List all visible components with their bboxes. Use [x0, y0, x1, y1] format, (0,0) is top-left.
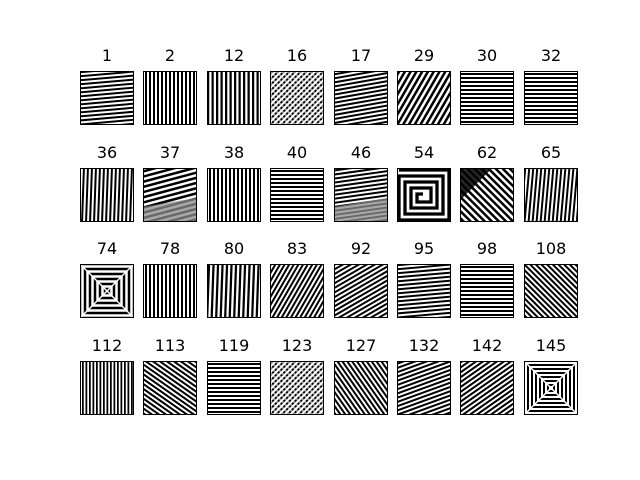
filter-tile-123: 123 [270, 336, 324, 415]
filter-tile-36: 36 [80, 143, 134, 222]
filter-tile-127: 127 [334, 336, 388, 415]
filter-tile-46: 46 [334, 143, 388, 222]
filter-image [460, 361, 514, 415]
filter-image [143, 71, 197, 125]
tile-title: 145 [535, 336, 567, 355]
filter-image [334, 168, 388, 222]
filter-tile-74: 74 [80, 239, 134, 318]
tile-title: 112 [91, 336, 123, 355]
tile-title: 46 [350, 143, 372, 162]
filter-image [524, 264, 578, 318]
filter-tile-62: 62 [460, 143, 514, 222]
filter-image [80, 71, 134, 125]
filter-tile-29: 29 [397, 46, 451, 125]
filter-tile-108: 108 [524, 239, 578, 318]
filter-tile-98: 98 [460, 239, 514, 318]
filter-tile-80: 80 [207, 239, 261, 318]
filter-tile-30: 30 [460, 46, 514, 125]
filter-image [270, 264, 324, 318]
filter-image [143, 264, 197, 318]
filter-image [397, 361, 451, 415]
filter-tile-16: 16 [270, 46, 324, 125]
tile-title: 80 [223, 239, 245, 258]
tile-title: 123 [281, 336, 313, 355]
filter-tile-17: 17 [334, 46, 388, 125]
tile-title: 62 [476, 143, 498, 162]
filter-tile-65: 65 [524, 143, 578, 222]
filter-image [143, 361, 197, 415]
filter-image [334, 71, 388, 125]
tile-title: 1 [101, 46, 113, 65]
filter-tile-142: 142 [460, 336, 514, 415]
tile-title: 108 [535, 239, 567, 258]
tile-title: 36 [96, 143, 118, 162]
filter-tile-95: 95 [397, 239, 451, 318]
filter-tile-54: 54 [397, 143, 451, 222]
filter-image [334, 361, 388, 415]
filter-tile-78: 78 [143, 239, 197, 318]
filter-tile-2: 2 [143, 46, 197, 125]
tile-title: 119 [218, 336, 250, 355]
tile-title: 142 [471, 336, 503, 355]
filter-image [397, 168, 451, 222]
filter-tile-1: 1 [80, 46, 134, 125]
tile-title: 113 [154, 336, 186, 355]
tile-title: 37 [159, 143, 181, 162]
tile-title: 92 [350, 239, 372, 258]
filter-tile-92: 92 [334, 239, 388, 318]
filter-image [460, 264, 514, 318]
filter-tile-83: 83 [270, 239, 324, 318]
filter-tile-112: 112 [80, 336, 134, 415]
filter-image [524, 361, 578, 415]
filter-image [80, 168, 134, 222]
filter-image [143, 168, 197, 222]
filter-image [397, 71, 451, 125]
filter-image [270, 361, 324, 415]
filter-image [270, 71, 324, 125]
filter-tile-40: 40 [270, 143, 324, 222]
filter-image [80, 264, 134, 318]
filter-image [207, 361, 261, 415]
tile-title: 65 [540, 143, 562, 162]
tile-title: 12 [223, 46, 245, 65]
filter-image [460, 71, 514, 125]
filter-image [524, 168, 578, 222]
tile-title: 16 [286, 46, 308, 65]
tile-title: 74 [96, 239, 118, 258]
tile-title: 95 [413, 239, 435, 258]
tile-title: 32 [540, 46, 562, 65]
filter-tile-37: 37 [143, 143, 197, 222]
filter-image [207, 71, 261, 125]
filter-tile-38: 38 [207, 143, 261, 222]
tile-title: 132 [408, 336, 440, 355]
filter-tile-113: 113 [143, 336, 197, 415]
filter-tile-12: 12 [207, 46, 261, 125]
tile-title: 2 [164, 46, 176, 65]
filter-image [397, 264, 451, 318]
tile-title: 83 [286, 239, 308, 258]
tile-title: 29 [413, 46, 435, 65]
filter-image [334, 264, 388, 318]
filter-image [270, 168, 324, 222]
filter-tile-32: 32 [524, 46, 578, 125]
tile-title: 30 [476, 46, 498, 65]
filter-tile-145: 145 [524, 336, 578, 415]
filter-image [80, 361, 134, 415]
filter-image [524, 71, 578, 125]
tile-title: 78 [159, 239, 181, 258]
tile-title: 38 [223, 143, 245, 162]
tile-title: 40 [286, 143, 308, 162]
tile-title: 127 [345, 336, 377, 355]
filter-tile-119: 119 [207, 336, 261, 415]
tile-title: 54 [413, 143, 435, 162]
filter-image [207, 264, 261, 318]
tile-title: 98 [476, 239, 498, 258]
filter-image [460, 168, 514, 222]
tile-title: 17 [350, 46, 372, 65]
filter-tile-132: 132 [397, 336, 451, 415]
filter-image [207, 168, 261, 222]
